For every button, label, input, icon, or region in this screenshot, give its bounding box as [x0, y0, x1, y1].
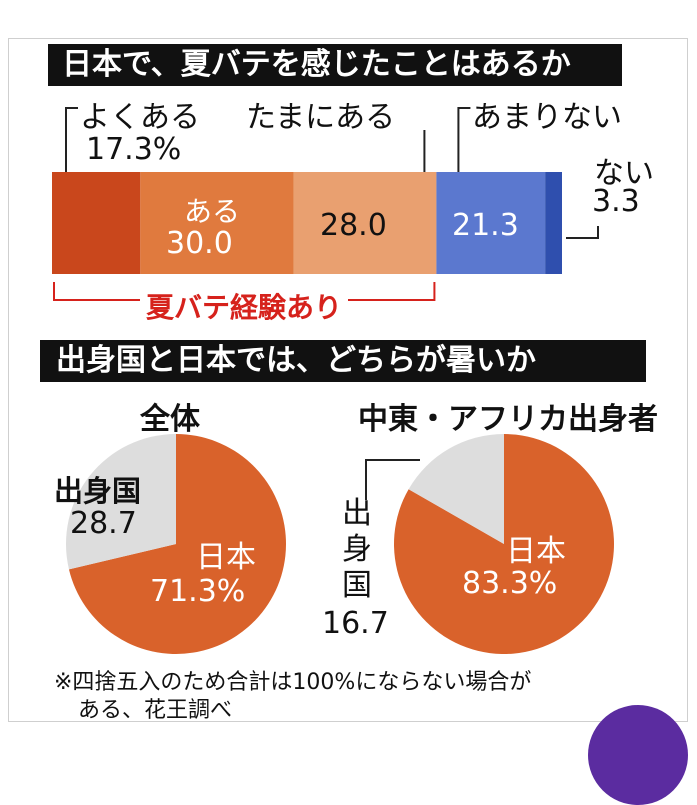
bar-segment-2	[293, 172, 437, 274]
pie-charts	[65, 433, 614, 654]
pie2-slice-value-nihon: 83.3%	[462, 566, 558, 601]
value-yoku-aru: 17.3%	[86, 132, 182, 167]
pie1-title: 全体	[140, 402, 200, 437]
bar-segment-4	[545, 172, 562, 274]
leader-yoku-aru	[65, 107, 78, 172]
footnote-line2: ある、花王調べ	[78, 698, 233, 723]
bar-segment-1	[140, 172, 294, 274]
bar-segment-3	[436, 172, 546, 274]
bar-segment-0	[52, 172, 141, 274]
label-aru: ある	[184, 195, 241, 228]
value-nai: 3.3	[592, 184, 640, 219]
section-title: 出身国と日本では、どちらが暑いか	[40, 340, 646, 382]
label-nai: ない	[594, 156, 654, 191]
pie1-slice-1	[65, 433, 176, 570]
value-amari: 21.3	[452, 208, 519, 243]
leader-amari	[457, 107, 471, 172]
pie1-slice-0	[68, 434, 287, 654]
pie2-slice-1	[408, 434, 504, 544]
leader-nai	[566, 226, 599, 239]
pie2-slice-value-shusshin: 16.7	[322, 606, 389, 641]
group-label: 夏バテ経験あり	[140, 286, 349, 326]
pie1-slice-name-nihon: 日本	[196, 540, 256, 575]
pie2-slice-name-shusshin: 出身国	[342, 496, 372, 603]
pie1-slice-name-shusshin: 出身国	[54, 474, 142, 508]
label-amari-nai: あまりない	[472, 100, 622, 135]
value-tamani: 28.0	[320, 208, 387, 243]
value-aru: 30.0	[166, 226, 233, 261]
stacked-bar-chart	[52, 107, 599, 301]
footnote-line1: ※四捨五入のため合計は100%にならない場合が	[54, 670, 532, 695]
scroll-button[interactable]	[588, 705, 688, 805]
bar-chart-title: 日本で、夏バテを感じたことはあるか	[48, 44, 622, 86]
label-tamani-aru: たまにある	[246, 100, 396, 135]
pie1-slice-value-shusshin: 28.7	[70, 506, 137, 541]
label-yoku-aru: よくある	[80, 100, 200, 135]
pie2-slice-name-nihon: 日本	[506, 534, 566, 569]
pie1-slice-value-nihon: 71.3%	[150, 574, 246, 609]
pie2-title: 中東・アフリカ出身者	[358, 402, 658, 437]
